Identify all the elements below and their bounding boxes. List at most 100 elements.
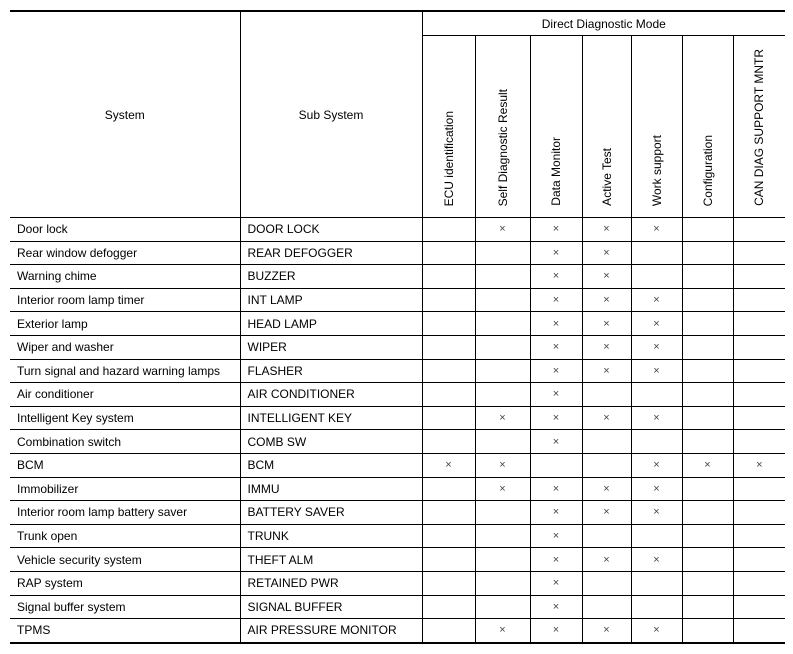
system-cell: Immobilizer xyxy=(10,476,241,502)
system-cell: Combination switch xyxy=(10,429,241,454)
supported-mark: × xyxy=(603,294,610,307)
mode-cell: × xyxy=(581,334,632,360)
table-row: RAP system RETAINED PWR × xyxy=(10,570,786,596)
header-mode-label: CAN DIAG SUPPORT MNTR xyxy=(752,49,767,206)
sub-system-cell: BUZZER xyxy=(239,264,423,289)
sub-system-cell: INT LAMP xyxy=(239,287,423,313)
mode-cell xyxy=(681,405,734,431)
mode-cell xyxy=(474,287,531,313)
supported-mark: × xyxy=(603,270,610,283)
mode-cell xyxy=(681,547,734,572)
supported-mark: × xyxy=(552,294,560,307)
supported-mark: × xyxy=(603,412,610,425)
supported-mark: × xyxy=(552,624,560,637)
mode-cell xyxy=(581,523,632,549)
supported-mark: × xyxy=(653,341,660,354)
supported-mark: × xyxy=(653,364,660,377)
mode-cell xyxy=(681,429,734,454)
mode-cell: × xyxy=(474,476,531,502)
mode-cell xyxy=(681,358,734,384)
sub-system-cell: DOOR LOCK xyxy=(239,217,423,242)
table-row: Immobilizer IMMU × × × × xyxy=(10,476,786,502)
sub-system-cell: IMMU xyxy=(239,476,423,502)
mode-cell xyxy=(681,570,734,596)
mode-cell xyxy=(421,264,476,289)
sub-system-cell: INTELLIGENT KEY xyxy=(239,405,423,431)
supported-mark: × xyxy=(653,482,660,495)
sub-system-cell: REAR DEFOGGER xyxy=(239,240,423,266)
supported-mark: × xyxy=(552,506,560,519)
system-cell: Trunk open xyxy=(10,523,241,549)
mode-cell xyxy=(681,500,734,525)
header-mode-label: Self Diagnostic Result xyxy=(495,88,510,206)
mode-cell xyxy=(421,547,476,572)
mode-cell xyxy=(421,523,476,549)
mode-cell: × xyxy=(529,476,583,502)
mode-cell: × xyxy=(630,217,683,242)
supported-mark: × xyxy=(499,459,506,472)
mode-cell xyxy=(732,476,786,502)
mode-cell xyxy=(421,217,476,242)
mode-cell: × xyxy=(581,618,632,644)
mode-cell xyxy=(421,287,476,313)
mode-cell xyxy=(732,405,786,431)
mode-cell xyxy=(474,547,531,572)
mode-cell xyxy=(681,594,734,620)
supported-mark: × xyxy=(552,412,560,425)
mode-cell xyxy=(421,429,476,454)
mode-cell xyxy=(421,382,476,407)
mode-cell: × xyxy=(581,287,632,313)
mode-cell xyxy=(474,264,531,289)
header-mode-label: ECU identification xyxy=(441,110,456,206)
system-cell: TPMS xyxy=(10,618,241,644)
mode-cell xyxy=(681,287,734,313)
mode-cell: × xyxy=(421,452,476,478)
supported-mark: × xyxy=(552,553,560,566)
mode-cell xyxy=(732,547,786,572)
mode-cell: × xyxy=(474,452,531,478)
mode-cell xyxy=(474,334,531,360)
mode-cell: × xyxy=(529,287,583,313)
mode-cell xyxy=(630,240,683,266)
supported-mark: × xyxy=(603,482,610,495)
table-row: Signal buffer system SIGNAL BUFFER × xyxy=(10,594,786,620)
mode-cell xyxy=(421,240,476,266)
mode-cell: × xyxy=(529,334,583,360)
mode-cell xyxy=(474,311,531,336)
table-row: Intelligent Key system INTELLIGENT KEY × × ×… xyxy=(10,405,786,431)
mode-cell xyxy=(474,382,531,407)
supported-mark: × xyxy=(445,459,452,472)
mode-cell xyxy=(681,334,734,360)
system-cell: Turn signal and hazard warning lamps xyxy=(10,358,241,384)
sub-system-cell: AIR CONDITIONER xyxy=(239,382,423,407)
table-row: Door lock DOOR LOCK × × × × xyxy=(10,217,786,242)
table-row: Air conditioner AIR CONDITIONER × xyxy=(10,382,786,407)
system-cell: Interior room lamp battery saver xyxy=(10,500,241,525)
mode-cell xyxy=(474,240,531,266)
table-row: Wiper and washer WIPER × × × xyxy=(10,334,786,360)
supported-mark: × xyxy=(552,341,560,354)
mode-cell xyxy=(474,500,531,525)
mode-cell xyxy=(630,429,683,454)
table-row: Rear window defogger REAR DEFOGGER × × xyxy=(10,240,786,266)
mode-cell: × xyxy=(529,429,583,454)
supported-mark: × xyxy=(603,364,610,377)
table-row: Vehicle security system THEFT ALM × × × xyxy=(10,547,786,572)
mode-cell xyxy=(732,570,786,596)
header-sub-system: Sub System xyxy=(239,10,423,218)
supported-mark: × xyxy=(552,600,560,613)
supported-mark: × xyxy=(552,435,560,448)
mode-cell: × xyxy=(581,358,632,384)
mode-cell: × xyxy=(529,500,583,525)
mode-cell xyxy=(421,334,476,360)
mode-cell xyxy=(681,523,734,549)
mode-cell: × xyxy=(581,311,632,336)
header-mode: Work support xyxy=(630,35,683,218)
sub-system-cell: WIPER xyxy=(239,334,423,360)
mode-cell xyxy=(732,240,786,266)
mode-cell: × xyxy=(474,217,531,242)
system-cell: Intelligent Key system xyxy=(10,405,241,431)
mode-cell xyxy=(732,358,786,384)
mode-cell xyxy=(581,570,632,596)
sub-system-cell: BCM xyxy=(239,452,423,478)
